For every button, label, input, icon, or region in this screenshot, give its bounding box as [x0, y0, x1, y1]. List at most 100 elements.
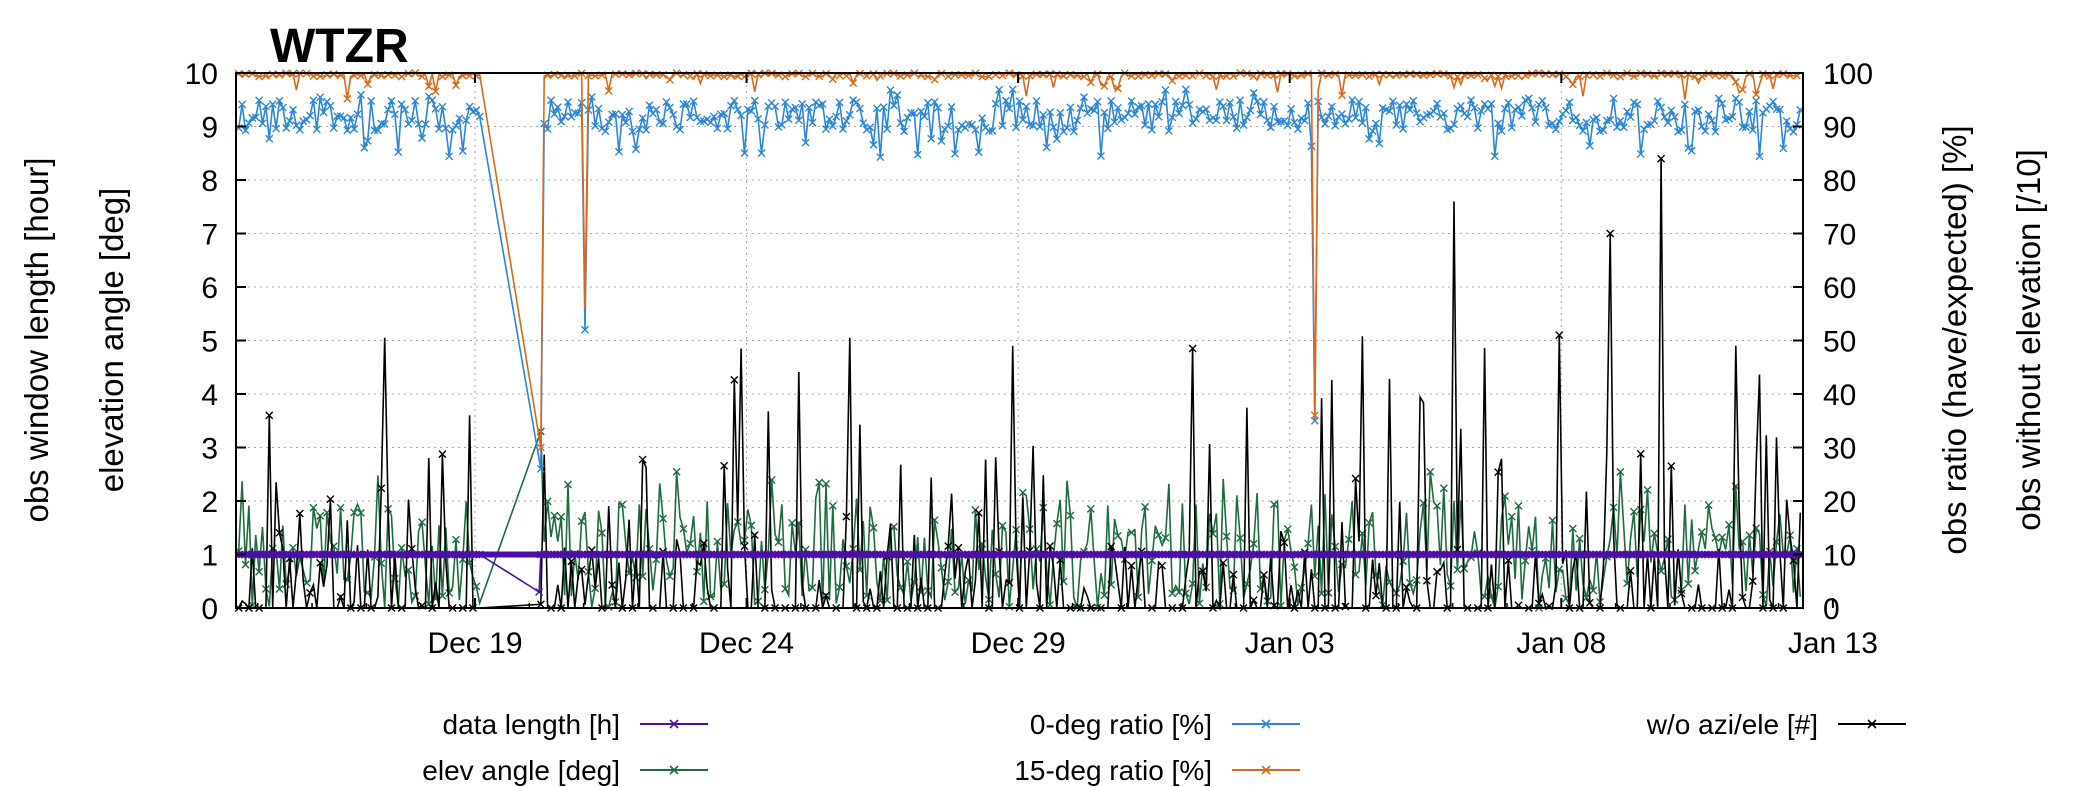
point-wo_azi_ele [1738, 593, 1747, 602]
point-deg0_ratio [937, 136, 946, 145]
point-wo_azi_ele [1494, 468, 1503, 477]
point-deg0_ratio [1266, 123, 1275, 132]
point-elev_angle [1704, 501, 1713, 510]
point-deg0_ratio [350, 124, 359, 133]
point-deg15_ratio [1575, 72, 1584, 81]
point-wo_azi_ele [699, 539, 708, 548]
point-deg0_ratio [917, 107, 926, 116]
point-wo_azi_ele [1402, 583, 1411, 592]
point-deg0_ratio [1270, 102, 1279, 111]
point-deg0_ratio [1300, 116, 1309, 125]
point-deg0_ratio [397, 100, 406, 109]
point-deg0_ratio [255, 96, 264, 105]
x-tick-label: Dec 29 [971, 627, 1066, 660]
point-elev_angle [822, 479, 830, 488]
point-wo_azi_ele [1046, 542, 1055, 551]
point-deg0_ratio [363, 136, 372, 145]
point-deg0_ratio [1680, 100, 1689, 109]
point-deg0_ratio [1748, 125, 1757, 134]
point-wo_azi_ele [730, 375, 739, 384]
point-deg0_ratio [760, 120, 769, 129]
point-deg15_ratio [1378, 70, 1387, 79]
point-deg0_ratio [1039, 110, 1048, 119]
point-deg0_ratio [1402, 100, 1411, 109]
series-deg0_ratio [234, 85, 1805, 473]
point-elev_angle [350, 508, 359, 517]
point-deg0_ratio [1117, 115, 1126, 124]
point-elev_angle [1331, 542, 1340, 551]
y-right-tick-label: 50 [1823, 326, 1856, 359]
point-deg0_ratio [726, 101, 735, 110]
point-deg0_ratio [822, 125, 830, 134]
point-deg15_ratio [1643, 70, 1652, 79]
point-deg0_ratio [1385, 106, 1394, 115]
point-elev_angle [1161, 533, 1170, 542]
point-deg0_ratio [1225, 98, 1234, 107]
point-deg0_ratio [1171, 97, 1180, 106]
point-elev_angle [781, 584, 790, 593]
point-deg0_ratio [547, 96, 556, 105]
point-deg0_ratio [927, 134, 936, 143]
point-elev_angle [604, 602, 613, 611]
point-elev_angle [808, 583, 817, 592]
point-deg0_ratio [1035, 122, 1044, 131]
point-deg0_ratio [869, 140, 878, 149]
point-wo_azi_ele [377, 484, 386, 493]
point-deg0_ratio [238, 100, 247, 109]
x-tick-label: Dec 24 [699, 627, 794, 660]
point-deg0_ratio [1687, 146, 1696, 155]
point-deg0_ratio [1752, 96, 1761, 105]
point-deg15_ratio [536, 443, 545, 452]
point-elev_angle [1589, 586, 1598, 595]
point-deg0_ratio [370, 126, 379, 135]
point-elev_angle [774, 538, 783, 547]
point-deg0_ratio [1738, 123, 1747, 132]
point-deg15_ratio [1209, 72, 1217, 81]
point-deg0_ratio [974, 148, 983, 157]
point-deg0_ratio [1450, 120, 1459, 129]
point-deg0_ratio [662, 98, 671, 106]
point-deg15_ratio [604, 86, 613, 95]
y-right-tick-label: 20 [1823, 486, 1856, 519]
legend-label: 15-deg ratio [%] [1014, 755, 1212, 786]
point-wo_azi_ele [1158, 561, 1167, 570]
point-deg15_ratio [1758, 70, 1767, 79]
point-elev_angle [1141, 502, 1150, 511]
point-deg0_ratio [1246, 106, 1255, 115]
point-deg15_ratio [268, 70, 277, 79]
point-elev_angle [1575, 534, 1584, 543]
point-deg0_ratio [604, 118, 613, 127]
point-deg15_ratio [984, 72, 993, 81]
point-deg0_ratio [1504, 98, 1513, 107]
point-deg0_ratio [635, 125, 644, 134]
point-deg0_ratio [244, 119, 253, 128]
point-deg0_ratio [706, 118, 715, 127]
point-wo_azi_ele [1107, 542, 1116, 551]
point-deg0_ratio [1219, 102, 1228, 111]
point-deg0_ratio [1480, 100, 1489, 109]
point-deg15_ratio [1738, 85, 1747, 94]
point-deg0_ratio [1494, 119, 1503, 128]
point-deg0_ratio [951, 149, 959, 158]
point-elev_angle [828, 501, 837, 510]
point-deg0_ratio [930, 98, 939, 106]
point-deg15_ratio [1371, 70, 1380, 79]
point-deg15_ratio [1691, 72, 1700, 81]
point-deg0_ratio [543, 125, 552, 134]
point-elev_angle [1629, 507, 1638, 516]
point-deg0_ratio [1399, 124, 1408, 133]
point-deg0_ratio [1185, 100, 1194, 109]
point-elev_angle [1297, 583, 1306, 592]
point-wo_azi_ele [822, 591, 830, 600]
point-deg0_ratio [1103, 124, 1112, 133]
point-deg15_ratio [1439, 70, 1448, 79]
point-deg0_ratio [1531, 117, 1540, 126]
point-deg0_ratio [676, 125, 685, 134]
right-axis-title-inner: obs ratio (have/expected) [%] [1936, 125, 1973, 554]
point-deg0_ratio [757, 149, 766, 158]
point-deg0_ratio [1429, 107, 1438, 116]
point-deg0_ratio [1660, 112, 1669, 121]
point-deg0_ratio [618, 110, 627, 119]
point-wo_azi_ele [638, 455, 647, 464]
point-deg0_ratio [251, 113, 260, 122]
